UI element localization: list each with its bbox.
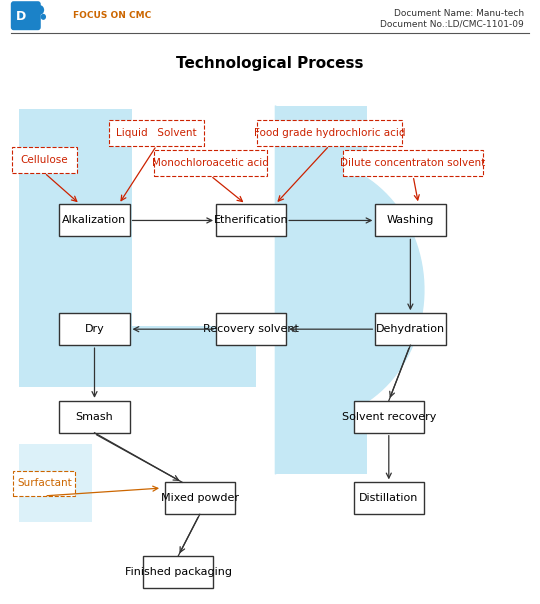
Text: Alkalization: Alkalization bbox=[63, 216, 126, 225]
FancyBboxPatch shape bbox=[11, 1, 41, 30]
Text: Distillation: Distillation bbox=[359, 493, 418, 503]
Text: Dry: Dry bbox=[85, 324, 104, 334]
Bar bbox=[375, 204, 445, 236]
Bar bbox=[343, 150, 483, 176]
Bar bbox=[275, 106, 367, 474]
Text: Dehydration: Dehydration bbox=[376, 324, 445, 334]
Text: Monochloroacetic acid: Monochloroacetic acid bbox=[152, 158, 269, 168]
Bar bbox=[19, 109, 132, 387]
Circle shape bbox=[40, 14, 46, 20]
Text: Etherification: Etherification bbox=[214, 216, 288, 225]
Bar bbox=[19, 444, 92, 522]
Bar bbox=[12, 147, 77, 173]
Bar bbox=[216, 313, 286, 345]
Bar bbox=[143, 556, 213, 588]
Text: Washing: Washing bbox=[387, 216, 434, 225]
Text: Food grade hydrochloric acid: Food grade hydrochloric acid bbox=[254, 128, 405, 138]
Text: Technological Process: Technological Process bbox=[176, 56, 364, 71]
Bar bbox=[19, 326, 256, 387]
Text: Solvent recovery: Solvent recovery bbox=[342, 412, 436, 422]
Bar bbox=[165, 482, 235, 515]
Bar bbox=[354, 401, 424, 432]
Text: Smash: Smash bbox=[76, 412, 113, 422]
Bar bbox=[13, 471, 76, 496]
Polygon shape bbox=[275, 106, 424, 474]
Bar bbox=[375, 313, 445, 345]
Text: Mixed powder: Mixed powder bbox=[161, 493, 239, 503]
Text: Liquid   Solvent: Liquid Solvent bbox=[116, 128, 197, 138]
Text: Cellulose: Cellulose bbox=[21, 155, 68, 165]
Bar bbox=[216, 204, 286, 236]
Bar bbox=[59, 204, 130, 236]
Bar bbox=[59, 401, 130, 432]
Bar bbox=[256, 120, 402, 146]
Text: D: D bbox=[16, 10, 26, 23]
Circle shape bbox=[36, 5, 44, 14]
Bar bbox=[109, 120, 204, 146]
Text: Surfactant: Surfactant bbox=[17, 478, 72, 488]
Text: Dilute concentraton solvent: Dilute concentraton solvent bbox=[341, 158, 485, 168]
Bar bbox=[59, 313, 130, 345]
Bar bbox=[354, 482, 424, 515]
Text: Recovery solvent: Recovery solvent bbox=[203, 324, 299, 334]
Text: Document No.:LD/CMC-1101-09: Document No.:LD/CMC-1101-09 bbox=[380, 20, 524, 28]
Text: FOCUS ON CMC: FOCUS ON CMC bbox=[73, 11, 151, 20]
Bar bbox=[154, 150, 267, 176]
Text: Finished packaging: Finished packaging bbox=[125, 567, 232, 577]
Text: Document Name: Manu-tech: Document Name: Manu-tech bbox=[394, 9, 524, 18]
